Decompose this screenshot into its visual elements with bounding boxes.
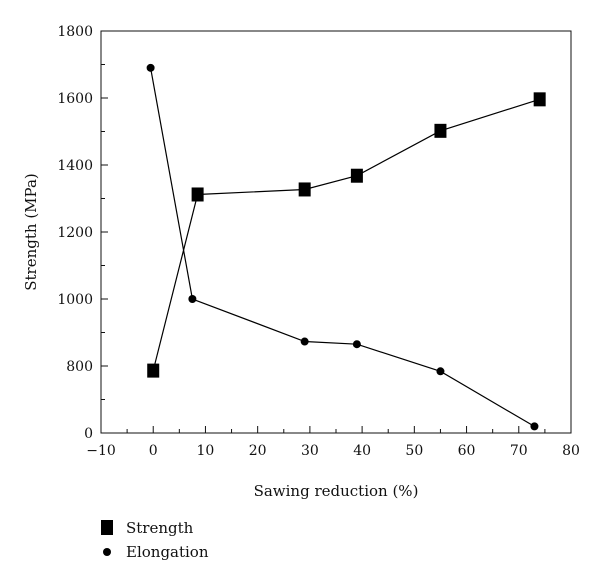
- y-tick-label: 1800: [57, 24, 93, 40]
- x-tick-label: 30: [301, 443, 319, 459]
- x-axis-title: Sawing reduction (%): [254, 482, 419, 500]
- x-tick-label: 10: [197, 443, 215, 459]
- strength-point: [434, 123, 447, 138]
- x-tick-label: 70: [510, 443, 528, 459]
- strength-point: [350, 168, 363, 183]
- elongation-point: [188, 295, 197, 303]
- y-tick-label: 1400: [57, 158, 93, 174]
- y-axis: 0 800 1000 1200 1400 1600 1800: [57, 24, 108, 442]
- x-tick-label: 0: [149, 443, 158, 459]
- strength-point: [147, 363, 160, 378]
- elongation-point: [530, 422, 539, 431]
- x-tick-label: 50: [405, 443, 423, 459]
- plot-area: [100, 30, 572, 434]
- x-tick-label: −10: [86, 443, 116, 459]
- strength-point: [191, 187, 204, 202]
- series-line-elongation: [150, 67, 535, 427]
- legend: Strength Elongation: [101, 519, 209, 561]
- x-tick-label: 80: [562, 443, 580, 459]
- y-axis-title: Strength (MPa): [22, 173, 40, 291]
- series-layer: [146, 63, 546, 431]
- plot-frame: [100, 30, 572, 434]
- elongation-point: [300, 337, 309, 346]
- legend-elongation-marker: [103, 548, 111, 556]
- x-axis: −10 0 10 20 30 40 50 60 70 80: [86, 426, 580, 459]
- strength-point: [533, 92, 546, 107]
- elongation-point: [352, 340, 361, 349]
- y-tick-label: 0: [84, 426, 93, 442]
- y-tick-label: 800: [66, 359, 93, 375]
- series-line-strength: [152, 98, 540, 371]
- y-tick-label: 1600: [57, 91, 93, 107]
- strength-point: [298, 182, 311, 197]
- legend-elongation-label: Elongation: [126, 543, 209, 561]
- legend-strength-marker: [101, 520, 113, 535]
- x-tick-label: 60: [458, 443, 476, 459]
- elongation-point: [436, 367, 445, 376]
- x-tick-label: 40: [353, 443, 371, 459]
- legend-strength-label: Strength: [126, 519, 194, 537]
- elongation-point: [146, 63, 155, 72]
- y-tick-label: 1200: [57, 225, 93, 241]
- x-tick-label: 20: [249, 443, 267, 459]
- y-tick-label: 1000: [57, 292, 93, 308]
